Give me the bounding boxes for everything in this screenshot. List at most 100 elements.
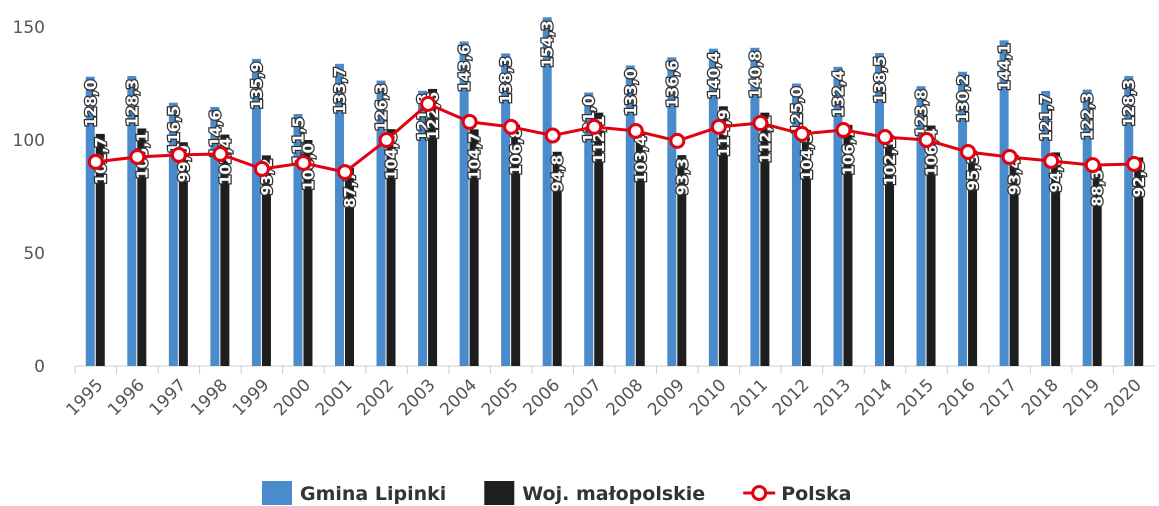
point (627, 122, 644, 139)
point (1001, 148, 1018, 165)
point (544, 127, 561, 144)
bar (999, 40, 1009, 367)
x-tick-label: 1999 (229, 375, 274, 420)
x-tick-label: 2004 (436, 375, 481, 420)
point (503, 118, 520, 135)
bar (833, 66, 843, 366)
x-tick-label: 2010 (686, 375, 731, 420)
bar (293, 114, 303, 366)
legend-swatch (484, 481, 515, 505)
bar (791, 83, 801, 366)
bar (220, 134, 230, 366)
point (170, 146, 187, 163)
x-tick-label: 1998 (187, 375, 232, 420)
x-tick-label: 2000 (270, 375, 315, 420)
bar (168, 102, 178, 367)
bar (594, 112, 604, 367)
data-label: 128,3 (123, 79, 141, 126)
x-tick-label: 1996 (104, 375, 149, 420)
data-label: 106,7 (839, 128, 857, 175)
bar (916, 86, 926, 366)
data-label: 140,4 (705, 52, 723, 99)
point (87, 153, 104, 170)
legend-label: Polska (781, 483, 851, 505)
bar (1009, 154, 1019, 366)
bar (1134, 157, 1144, 366)
x-tick-label: 2012 (769, 375, 814, 420)
bar (261, 155, 271, 366)
bar (667, 57, 677, 367)
data-label: 130,2 (954, 75, 972, 122)
bar (542, 17, 552, 366)
x-tick-label: 2018 (1018, 375, 1063, 420)
x-tick-label: 2009 (644, 375, 689, 420)
x-tick-label: 2015 (893, 375, 938, 420)
legend-item: Polska (743, 483, 851, 505)
data-label: 103,4 (632, 135, 650, 182)
data-label: 102,1 (881, 138, 899, 185)
x-tick-label: 2020 (1101, 375, 1146, 420)
data-label: 123,8 (913, 89, 931, 136)
x-tick-label: 2006 (519, 375, 564, 420)
bar (885, 135, 894, 366)
point (918, 132, 935, 148)
point (960, 143, 977, 160)
point (129, 148, 146, 165)
y-tick-label: 150 (13, 18, 45, 38)
data-label: 138,3 (497, 56, 515, 103)
bar (750, 47, 760, 367)
data-label: 136,6 (663, 60, 681, 107)
point (752, 115, 769, 132)
point (461, 113, 478, 130)
data-label: 133,0 (622, 68, 640, 115)
y-tick-label: 50 (23, 244, 45, 264)
point (793, 125, 810, 142)
y-tick-label: 100 (13, 131, 45, 151)
x-tick-label: 2016 (935, 375, 980, 420)
bar (137, 128, 147, 366)
bar (428, 88, 438, 366)
data-label: 95,3 (964, 154, 982, 191)
point (378, 132, 395, 148)
x-tick-label: 2005 (478, 375, 523, 420)
bar (635, 132, 645, 366)
data-label: 133,7 (331, 67, 349, 114)
bar (210, 107, 220, 366)
x-tick-label: 2017 (976, 375, 1021, 420)
point (669, 132, 686, 149)
x-tick-label: 2014 (852, 375, 897, 420)
legend-label: Woj. małopolskie (522, 483, 705, 505)
bar (501, 53, 511, 366)
bar (335, 63, 344, 366)
point (1043, 153, 1060, 170)
point (253, 160, 270, 177)
data-label: 111,5 (289, 117, 307, 164)
bar (95, 133, 105, 366)
point (212, 146, 229, 163)
bar (459, 41, 469, 367)
data-label: 135,9 (248, 62, 266, 109)
data-label: 128,0 (82, 80, 100, 127)
data-label: 125,0 (788, 87, 806, 134)
point (1084, 157, 1101, 174)
x-tick-label: 1995 (63, 375, 108, 420)
bar (127, 76, 137, 367)
data-label: 122,3 (1079, 93, 1097, 140)
bar (418, 90, 428, 367)
bar (552, 151, 562, 366)
x-tick-label: 2001 (312, 375, 357, 420)
point (337, 164, 353, 181)
data-label: 128,3 (1120, 79, 1138, 126)
bar (584, 92, 594, 366)
point (877, 129, 893, 146)
data-label: 104,7 (466, 132, 484, 179)
bar (760, 112, 770, 367)
bar (469, 129, 479, 366)
point (420, 95, 437, 112)
data-label: 138,5 (871, 56, 889, 103)
bar (926, 125, 936, 366)
data-label: 144,1 (996, 43, 1014, 90)
point (1126, 155, 1143, 172)
legend-item: Gmina Lipinki (262, 481, 446, 505)
x-tick-label: 2011 (727, 375, 772, 420)
